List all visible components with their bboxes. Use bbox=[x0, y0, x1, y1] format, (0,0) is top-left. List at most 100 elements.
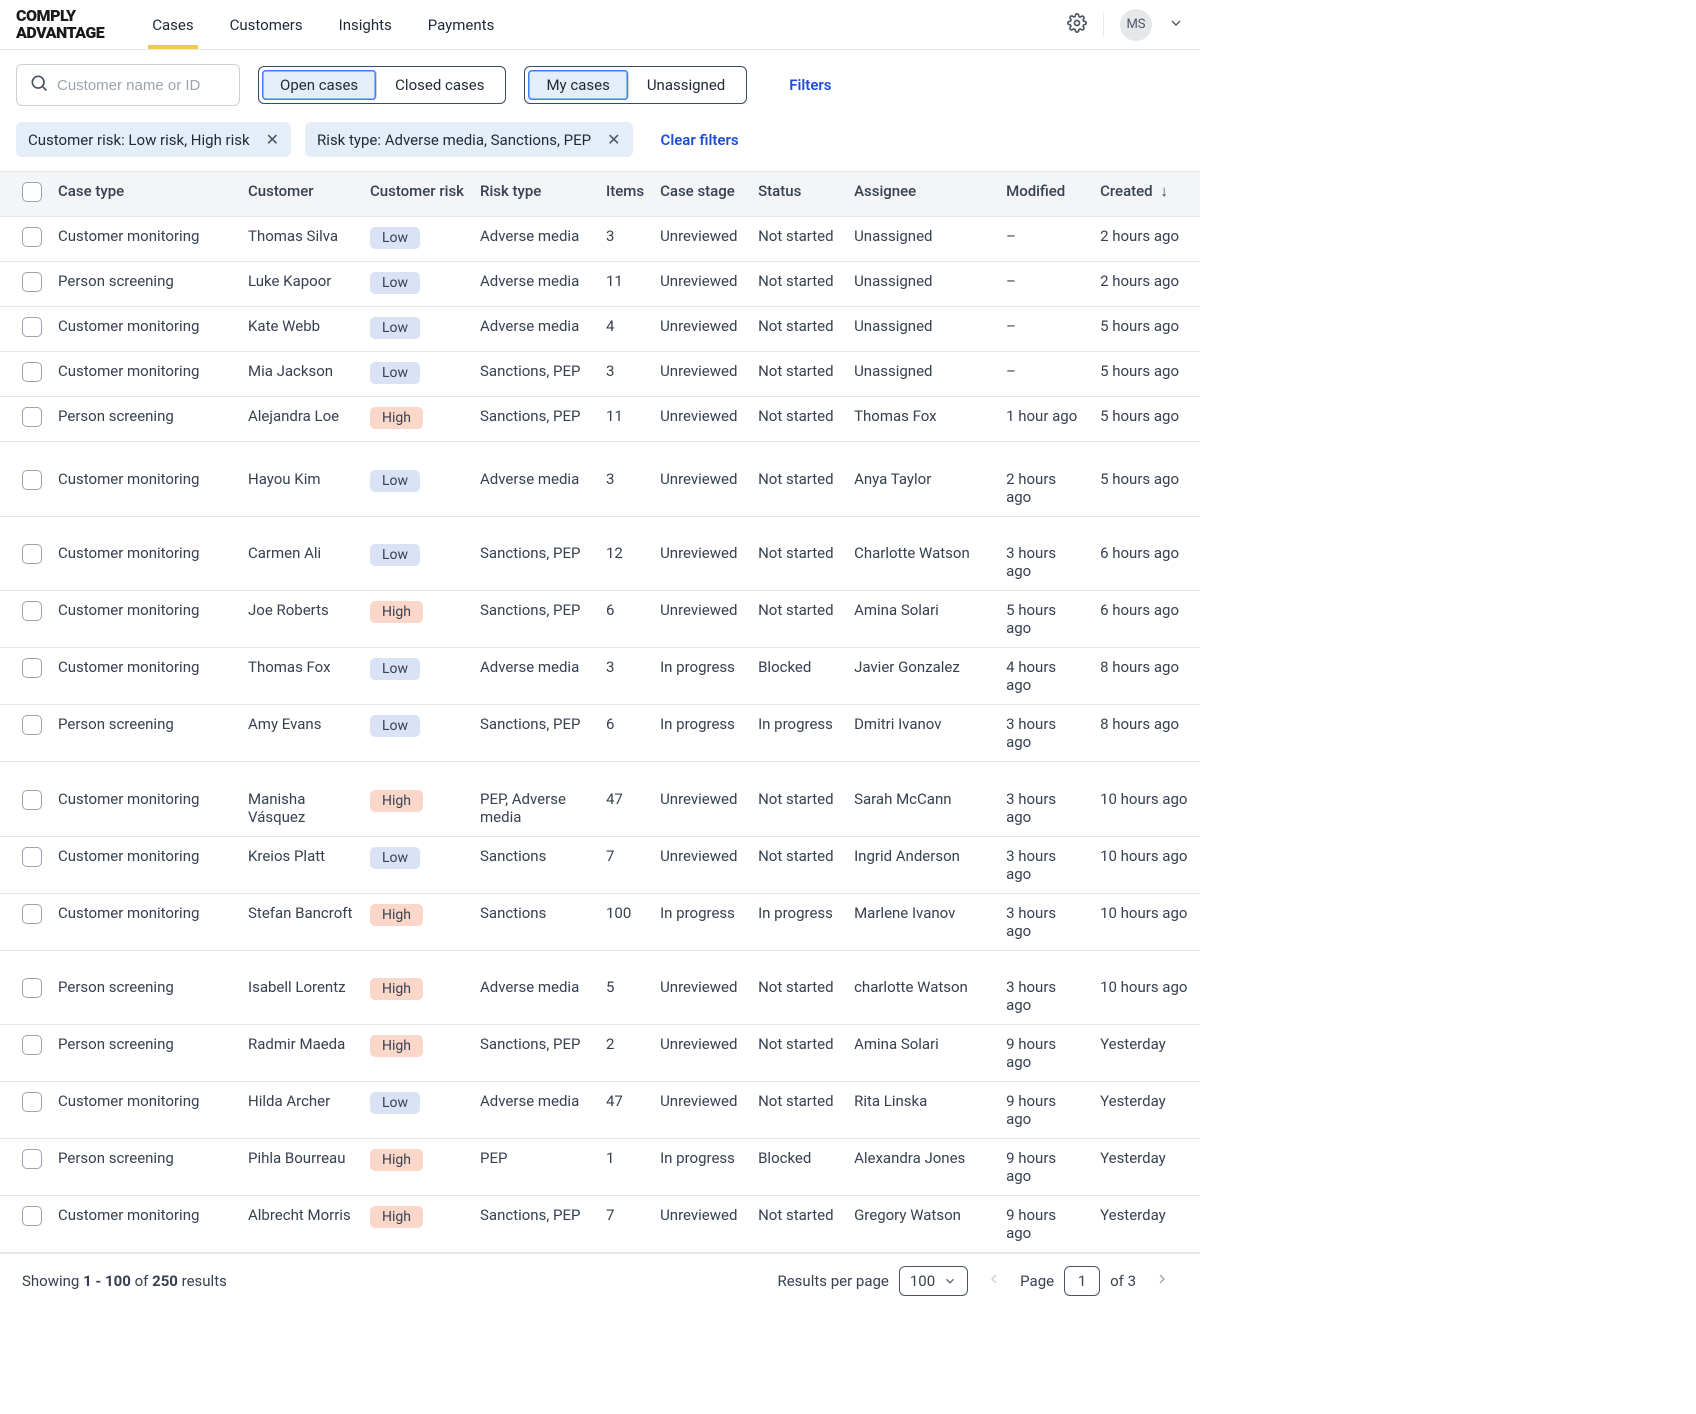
search-box[interactable] bbox=[16, 64, 240, 106]
cell-assignee: Unassigned bbox=[846, 262, 998, 307]
row-checkbox[interactable] bbox=[22, 407, 42, 427]
col-assignee[interactable]: Assignee bbox=[846, 172, 998, 217]
seg-open-cases[interactable]: Open cases bbox=[262, 70, 377, 100]
table-row[interactable]: Customer monitoringMia JacksonLowSanctio… bbox=[0, 352, 1200, 397]
user-avatar[interactable]: MS bbox=[1120, 9, 1152, 41]
select-all-checkbox[interactable] bbox=[22, 182, 42, 202]
col-case-type[interactable]: Case type bbox=[50, 172, 240, 217]
gear-icon[interactable] bbox=[1067, 13, 1087, 37]
nav-item-customers[interactable]: Customers bbox=[230, 2, 303, 48]
row-checkbox[interactable] bbox=[22, 658, 42, 678]
row-checkbox[interactable] bbox=[22, 601, 42, 621]
cell-customer: Alejandra Loe bbox=[240, 397, 362, 442]
seg-my-cases[interactable]: My cases bbox=[528, 70, 628, 100]
table-row[interactable]: Customer monitoringHayou KimLowAdverse m… bbox=[0, 460, 1200, 517]
risk-badge: Low bbox=[370, 544, 420, 566]
table-row[interactable]: Customer monitoringThomas SilvaLowAdvers… bbox=[0, 217, 1200, 262]
seg-closed-cases[interactable]: Closed cases bbox=[377, 70, 502, 100]
cell-status: Not started bbox=[750, 1196, 846, 1253]
col-risk-type[interactable]: Risk type bbox=[472, 172, 598, 217]
row-checkbox[interactable] bbox=[22, 978, 42, 998]
rpp-label: Results per page bbox=[777, 1272, 888, 1290]
cell-case-stage: Unreviewed bbox=[652, 1025, 750, 1082]
chevron-down-icon[interactable] bbox=[1168, 15, 1184, 35]
prev-page-button[interactable] bbox=[978, 1271, 1010, 1292]
row-checkbox[interactable] bbox=[22, 272, 42, 292]
rpp-select[interactable]: 100 bbox=[899, 1266, 968, 1296]
col-created-label: Created bbox=[1100, 182, 1153, 200]
table-row[interactable]: Customer monitoringJoe RobertsHighSancti… bbox=[0, 591, 1200, 648]
row-checkbox[interactable] bbox=[22, 362, 42, 382]
cell-customer: Thomas Silva bbox=[240, 217, 362, 262]
nav-item-insights[interactable]: Insights bbox=[339, 2, 392, 48]
close-icon[interactable]: ✕ bbox=[266, 130, 279, 149]
cell-case-type: Person screening bbox=[50, 1025, 240, 1082]
row-checkbox[interactable] bbox=[22, 544, 42, 564]
table-header-row: Case type Customer Customer risk Risk ty… bbox=[0, 172, 1200, 217]
cell-created: 5 hours ago bbox=[1092, 352, 1200, 397]
close-icon[interactable]: ✕ bbox=[607, 130, 620, 149]
cell-modified: 3 hours ago bbox=[998, 968, 1092, 1025]
table-row[interactable]: Customer monitoringManisha VásquezHighPE… bbox=[0, 780, 1200, 837]
row-checkbox[interactable] bbox=[22, 904, 42, 924]
row-checkbox[interactable] bbox=[22, 227, 42, 247]
clear-filters-link[interactable]: Clear filters bbox=[661, 131, 739, 149]
cell-items: 47 bbox=[598, 780, 652, 837]
cell-customer: Mia Jackson bbox=[240, 352, 362, 397]
col-customer-risk[interactable]: Customer risk bbox=[362, 172, 472, 217]
cell-assignee: Thomas Fox bbox=[846, 397, 998, 442]
cell-status: In progress bbox=[750, 893, 846, 950]
table-row[interactable]: Person screeningLuke KapoorLowAdverse me… bbox=[0, 262, 1200, 307]
nav-item-cases[interactable]: Cases bbox=[152, 2, 193, 48]
row-checkbox[interactable] bbox=[22, 317, 42, 337]
table-row[interactable]: Customer monitoringKate WebbLowAdverse m… bbox=[0, 307, 1200, 352]
col-created[interactable]: Created ↓ bbox=[1092, 172, 1200, 217]
next-page-button[interactable] bbox=[1146, 1271, 1178, 1292]
cell-created: 8 hours ago bbox=[1092, 705, 1200, 762]
cell-customer-risk: Low bbox=[362, 1082, 472, 1139]
cell-case-type: Customer monitoring bbox=[50, 460, 240, 517]
table-row[interactable]: Customer monitoringThomas FoxLowAdverse … bbox=[0, 648, 1200, 705]
row-checkbox[interactable] bbox=[22, 715, 42, 735]
table-row[interactable]: Customer monitoringStefan BancroftHighSa… bbox=[0, 893, 1200, 950]
cell-items: 2 bbox=[598, 1025, 652, 1082]
risk-badge: High bbox=[370, 790, 423, 812]
cell-items: 7 bbox=[598, 1196, 652, 1253]
cell-status: Blocked bbox=[750, 1139, 846, 1196]
table-row[interactable]: Person screeningAlejandra LoeHighSanctio… bbox=[0, 397, 1200, 442]
table-row[interactable]: Person screeningPihla BourreauHighPEP1In… bbox=[0, 1139, 1200, 1196]
row-checkbox[interactable] bbox=[22, 1035, 42, 1055]
cell-case-stage: In progress bbox=[652, 893, 750, 950]
seg-unassigned[interactable]: Unassigned bbox=[629, 70, 743, 100]
filter-chip-label: Customer risk: Low risk, High risk bbox=[28, 131, 250, 149]
cell-customer: Stefan Bancroft bbox=[240, 893, 362, 950]
cell-created: 6 hours ago bbox=[1092, 591, 1200, 648]
table-row[interactable]: Person screeningRadmir MaedaHighSanction… bbox=[0, 1025, 1200, 1082]
table-row[interactable]: Person screeningIsabell LorentzHighAdver… bbox=[0, 968, 1200, 1025]
row-checkbox[interactable] bbox=[22, 1149, 42, 1169]
table-row[interactable]: Customer monitoringHilda ArcherLowAdvers… bbox=[0, 1082, 1200, 1139]
col-items[interactable]: Items bbox=[598, 172, 652, 217]
row-checkbox[interactable] bbox=[22, 470, 42, 490]
nav-item-payments[interactable]: Payments bbox=[428, 2, 495, 48]
table-row[interactable]: Customer monitoringCarmen AliLowSanction… bbox=[0, 534, 1200, 591]
row-checkbox[interactable] bbox=[22, 1206, 42, 1226]
table-row[interactable]: Person screeningAmy EvansLowSanctions, P… bbox=[0, 705, 1200, 762]
row-checkbox[interactable] bbox=[22, 790, 42, 810]
cell-case-type: Person screening bbox=[50, 1139, 240, 1196]
filter-chip-label: Risk type: Adverse media, Sanctions, PEP bbox=[317, 131, 591, 149]
table-row[interactable]: Customer monitoringAlbrecht MorrisHighSa… bbox=[0, 1196, 1200, 1253]
table-row[interactable]: Customer monitoringKreios PlattLowSancti… bbox=[0, 836, 1200, 893]
filters-link[interactable]: Filters bbox=[789, 76, 831, 94]
col-status[interactable]: Status bbox=[750, 172, 846, 217]
cell-customer: Albrecht Morris bbox=[240, 1196, 362, 1253]
col-modified[interactable]: Modified bbox=[998, 172, 1092, 217]
cell-status: Not started bbox=[750, 968, 846, 1025]
cell-assignee: Charlotte Watson bbox=[846, 534, 998, 591]
row-checkbox[interactable] bbox=[22, 847, 42, 867]
search-input[interactable] bbox=[57, 77, 227, 94]
col-case-stage[interactable]: Case stage bbox=[652, 172, 750, 217]
row-checkbox[interactable] bbox=[22, 1092, 42, 1112]
col-customer[interactable]: Customer bbox=[240, 172, 362, 217]
page-input[interactable]: 1 bbox=[1064, 1266, 1100, 1296]
